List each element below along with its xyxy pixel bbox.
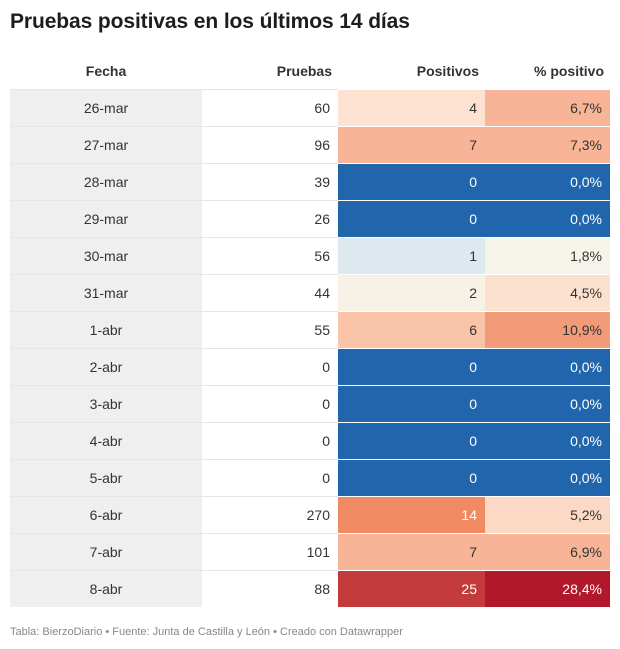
header-row: Fecha Pruebas Positivos % positivo xyxy=(10,54,610,89)
pct-positivo-cell: 0,0% xyxy=(485,421,610,459)
table-row: 6-abr 270 14 5,2% xyxy=(10,495,610,533)
pct-positivo-cell: 1,8% xyxy=(485,236,610,274)
footer-credits: Tabla: BierzoDiario • Fuente: Junta de C… xyxy=(10,626,403,638)
positivos-cell: 7 xyxy=(338,532,485,570)
fecha-cell: 2-abr xyxy=(10,347,202,385)
data-table: Fecha Pruebas Positivos % positivo 26-ma… xyxy=(10,54,610,607)
fecha-cell: 3-abr xyxy=(10,384,202,422)
fecha-cell: 27-mar xyxy=(10,125,202,163)
positivos-cell: 0 xyxy=(338,162,485,200)
fecha-cell: 6-abr xyxy=(10,495,202,533)
table-row: 29-mar 26 0 0,0% xyxy=(10,199,610,237)
table-row: 5-abr 0 0 0,0% xyxy=(10,458,610,496)
pct-positivo-cell: 5,2% xyxy=(485,495,610,533)
positivos-cell: 1 xyxy=(338,236,485,274)
positivos-cell: 0 xyxy=(338,458,485,496)
table-row: 2-abr 0 0 0,0% xyxy=(10,347,610,385)
positivos-cell: 0 xyxy=(338,199,485,237)
column-header-positivos[interactable]: Positivos xyxy=(416,63,479,80)
pruebas-cell: 101 xyxy=(202,532,338,570)
chart-title: Pruebas positivas en los últimos 14 días xyxy=(10,10,410,33)
pruebas-cell: 0 xyxy=(202,384,338,422)
fecha-cell: 8-abr xyxy=(10,569,202,607)
pct-positivo-cell: 6,9% xyxy=(485,532,610,570)
pct-positivo-cell: 28,4% xyxy=(485,569,610,607)
positivos-cell: 4 xyxy=(338,88,485,126)
pct-positivo-cell: 4,5% xyxy=(485,273,610,311)
pruebas-cell: 96 xyxy=(202,125,338,163)
fecha-cell: 31-mar xyxy=(10,273,202,311)
column-header-pct-positivo[interactable]: % positivo xyxy=(533,63,604,80)
table-row: 30-mar 56 1 1,8% xyxy=(10,236,610,274)
positivos-cell: 14 xyxy=(338,495,485,533)
pct-positivo-cell: 0,0% xyxy=(485,347,610,385)
pct-positivo-cell: 0,0% xyxy=(485,199,610,237)
pruebas-cell: 56 xyxy=(202,236,338,274)
fecha-cell: 5-abr xyxy=(10,458,202,496)
table-row: 7-abr 101 7 6,9% xyxy=(10,532,610,570)
positivos-cell: 25 xyxy=(338,569,485,607)
pruebas-cell: 60 xyxy=(202,88,338,126)
table-row: 28-mar 39 0 0,0% xyxy=(10,162,610,200)
positivos-cell: 7 xyxy=(338,125,485,163)
pruebas-cell: 55 xyxy=(202,310,338,348)
fecha-cell: 26-mar xyxy=(10,88,202,126)
table-row: 26-mar 60 4 6,7% xyxy=(10,88,610,126)
positivos-cell: 2 xyxy=(338,273,485,311)
fecha-cell: 28-mar xyxy=(10,162,202,200)
pct-positivo-cell: 0,0% xyxy=(485,384,610,422)
table-row: 4-abr 0 0 0,0% xyxy=(10,421,610,459)
fecha-cell: 4-abr xyxy=(10,421,202,459)
pct-positivo-cell: 6,7% xyxy=(485,88,610,126)
positivos-cell: 6 xyxy=(338,310,485,348)
table-row: 3-abr 0 0 0,0% xyxy=(10,384,610,422)
pruebas-cell: 26 xyxy=(202,199,338,237)
fecha-cell: 29-mar xyxy=(10,199,202,237)
pruebas-cell: 39 xyxy=(202,162,338,200)
positivos-cell: 0 xyxy=(338,421,485,459)
positivos-cell: 0 xyxy=(338,347,485,385)
column-header-fecha[interactable]: Fecha xyxy=(85,63,127,80)
pct-positivo-cell: 7,3% xyxy=(485,125,610,163)
column-header-pruebas[interactable]: Pruebas xyxy=(276,63,332,80)
table-row: 8-abr 88 25 28,4% xyxy=(10,569,610,607)
pct-positivo-cell: 0,0% xyxy=(485,162,610,200)
pruebas-cell: 270 xyxy=(202,495,338,533)
pruebas-cell: 0 xyxy=(202,421,338,459)
pruebas-cell: 0 xyxy=(202,458,338,496)
fecha-cell: 7-abr xyxy=(10,532,202,570)
fecha-cell: 1-abr xyxy=(10,310,202,348)
pruebas-cell: 44 xyxy=(202,273,338,311)
table-row: 27-mar 96 7 7,3% xyxy=(10,125,610,163)
pct-positivo-cell: 0,0% xyxy=(485,458,610,496)
positivos-cell: 0 xyxy=(338,384,485,422)
fecha-cell: 30-mar xyxy=(10,236,202,274)
table-body: 26-mar 60 4 6,7% 27-mar 96 7 7,3% 28-mar 39 0 0,0% 2… xyxy=(10,88,610,607)
pct-positivo-cell: 10,9% xyxy=(485,310,610,348)
table-row: 1-abr 55 6 10,9% xyxy=(10,310,610,348)
pruebas-cell: 88 xyxy=(202,569,338,607)
table-row: 31-mar 44 2 4,5% xyxy=(10,273,610,311)
pruebas-cell: 0 xyxy=(202,347,338,385)
